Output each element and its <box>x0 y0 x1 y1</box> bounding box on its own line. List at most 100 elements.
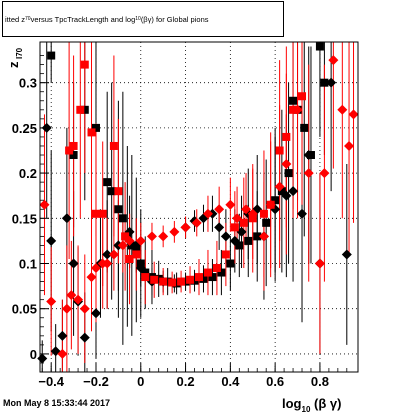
diamond-marker <box>135 263 146 274</box>
diamond-marker <box>274 181 285 192</box>
diamond-marker <box>214 222 225 233</box>
diamond-marker <box>135 235 146 246</box>
title-log-sub: 10 <box>135 16 141 22</box>
square-marker <box>168 278 177 287</box>
square-marker <box>226 259 235 268</box>
square-marker <box>154 274 163 283</box>
x-axis-label: log10 (β γ) <box>282 396 341 414</box>
square-marker <box>125 254 134 263</box>
y-tick-label: 0.3 <box>19 76 37 91</box>
square-marker <box>195 273 203 282</box>
square-marker <box>80 105 89 114</box>
diamond-marker <box>79 332 90 343</box>
diamond-marker <box>303 150 314 161</box>
diamond-marker <box>348 109 359 120</box>
square-marker <box>65 146 74 155</box>
square-marker <box>141 268 150 277</box>
x-tick-label: −0.4 <box>38 374 64 389</box>
diamond-marker <box>57 330 68 341</box>
square-marker <box>190 276 199 285</box>
diamond-marker <box>337 104 348 115</box>
y-tick-label: 0.15 <box>12 211 37 226</box>
square-marker <box>262 218 271 227</box>
diamond-marker <box>265 199 276 210</box>
diamond-marker <box>220 231 231 242</box>
square-marker <box>203 268 212 277</box>
diamond-marker <box>341 249 352 260</box>
square-marker <box>320 78 329 87</box>
diamond-marker <box>57 348 68 359</box>
diamond-marker <box>303 168 314 179</box>
diamond-marker <box>191 217 202 228</box>
square-marker <box>212 264 221 273</box>
chart-title: itted z 70 versus TpcTrackLength and log 1… <box>2 1 284 37</box>
square-marker <box>259 209 268 218</box>
y-tick-label: 0 <box>30 347 37 362</box>
square-marker <box>253 232 262 241</box>
diamond-marker <box>46 235 57 246</box>
square-marker <box>186 275 195 284</box>
x-tick-label: 0.4 <box>221 374 240 389</box>
diamond-marker <box>344 140 355 151</box>
square-marker <box>109 141 118 150</box>
square-marker <box>80 60 89 69</box>
diamond-marker <box>66 290 77 301</box>
diamond-marker <box>117 240 128 251</box>
diamond-marker <box>292 104 303 115</box>
diamond-marker <box>61 213 72 224</box>
diamond-marker <box>86 272 97 283</box>
square-marker <box>217 268 226 277</box>
title-middle: versus TpcTrackLength and log <box>30 14 136 24</box>
square-marker <box>181 277 190 286</box>
square-marker <box>235 241 244 250</box>
square-marker <box>282 132 291 141</box>
diamond-marker <box>79 303 90 314</box>
grid-lines <box>40 42 358 372</box>
square-marker <box>118 214 127 223</box>
data-markers <box>37 42 359 364</box>
diamond-marker <box>202 208 213 219</box>
square-marker <box>315 42 324 51</box>
diamond-marker <box>39 199 50 210</box>
y-axis-label-sub: I70 <box>15 47 24 59</box>
diamond-marker <box>46 296 57 307</box>
square-marker <box>239 218 248 227</box>
title-z: z <box>21 14 26 24</box>
square-marker <box>132 250 141 259</box>
x-tick-label: 0.8 <box>311 374 329 389</box>
square-marker <box>177 277 186 286</box>
square-marker <box>277 187 286 196</box>
square-marker <box>300 123 309 132</box>
title-prefix: itted <box>5 14 20 24</box>
y-tick-label: 0.25 <box>12 121 37 136</box>
error-bars <box>41 42 355 372</box>
square-marker <box>121 232 130 241</box>
square-marker <box>103 178 112 187</box>
diamond-marker <box>258 231 269 242</box>
diamond-marker <box>146 231 157 242</box>
diamond-marker <box>102 258 113 269</box>
diamond-marker <box>169 226 180 237</box>
diamond-marker <box>288 186 299 197</box>
diamond-marker <box>90 308 101 319</box>
x-tick-label: −0.2 <box>83 374 109 389</box>
square-marker <box>114 187 123 196</box>
plot-frame <box>39 41 359 373</box>
square-marker <box>208 273 217 282</box>
y-axis-label-z: z <box>6 61 21 68</box>
diamond-marker <box>225 199 236 210</box>
square-marker <box>91 209 100 218</box>
square-marker <box>159 277 168 286</box>
diamond-marker <box>102 249 113 260</box>
diamond-marker <box>73 294 84 305</box>
diamond-marker <box>37 353 48 364</box>
x-tick-label: 0.6 <box>266 374 284 389</box>
diamond-marker <box>68 258 79 269</box>
square-marker <box>47 51 56 60</box>
square-marker <box>230 223 239 232</box>
diamond-marker <box>236 226 247 237</box>
square-marker <box>289 96 298 105</box>
diamond-marker <box>124 226 135 237</box>
diamond-marker <box>319 168 330 179</box>
x-tick-label: 0.2 <box>177 374 195 389</box>
